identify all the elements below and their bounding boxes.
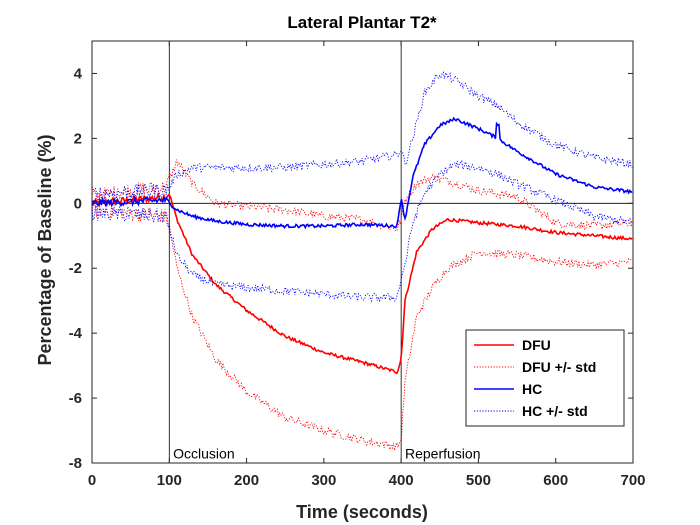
plot-area: 0 100 200 300 400 500 600 700 -8 -6 -4 -2 0 2 4 Occlusi… xyxy=(69,40,646,489)
x-tick-label: 700 xyxy=(620,472,645,489)
series-line-hc-std xyxy=(91,71,633,202)
axes-box xyxy=(91,40,634,464)
y-axis-label: Percentage of Baseline (%) xyxy=(35,134,55,365)
x-axis-label: Time (seconds) xyxy=(296,502,428,522)
x-tick-label: 400 xyxy=(389,472,414,489)
x-tick-label: 600 xyxy=(543,472,568,489)
y-tick-label: 0 xyxy=(74,195,82,212)
x-tick-label: 300 xyxy=(311,472,336,489)
x-tick-label: 500 xyxy=(466,472,491,489)
annotation-reperfusion: Reperfusion xyxy=(405,445,481,461)
legend-box xyxy=(465,329,625,427)
x-tick-label: 200 xyxy=(234,472,259,489)
chart-title: Lateral Plantar T2* xyxy=(287,13,437,32)
y-tick-label: -6 xyxy=(69,390,82,407)
legend-label: DFU +/- std xyxy=(522,359,596,375)
series-line-dfu-std xyxy=(91,159,633,232)
y-tick-label: 2 xyxy=(74,130,82,147)
y-tick-label: -4 xyxy=(69,325,83,342)
series-line-hc xyxy=(91,116,633,230)
series-line-dfu xyxy=(91,191,633,375)
x-tick-label: 100 xyxy=(157,472,182,489)
x-tick-label: 0 xyxy=(88,472,96,489)
legend-label: HC +/- std xyxy=(522,403,588,419)
y-tick-label: -8 xyxy=(69,455,82,472)
y-tick-label: -2 xyxy=(69,260,82,277)
legend-label: HC xyxy=(522,381,542,397)
y-tick-label: 4 xyxy=(74,65,83,82)
legend-label: DFU xyxy=(522,337,551,353)
annotation-occlusion: Occlusion xyxy=(173,445,234,461)
series-line-hc-lower-std xyxy=(91,159,633,303)
